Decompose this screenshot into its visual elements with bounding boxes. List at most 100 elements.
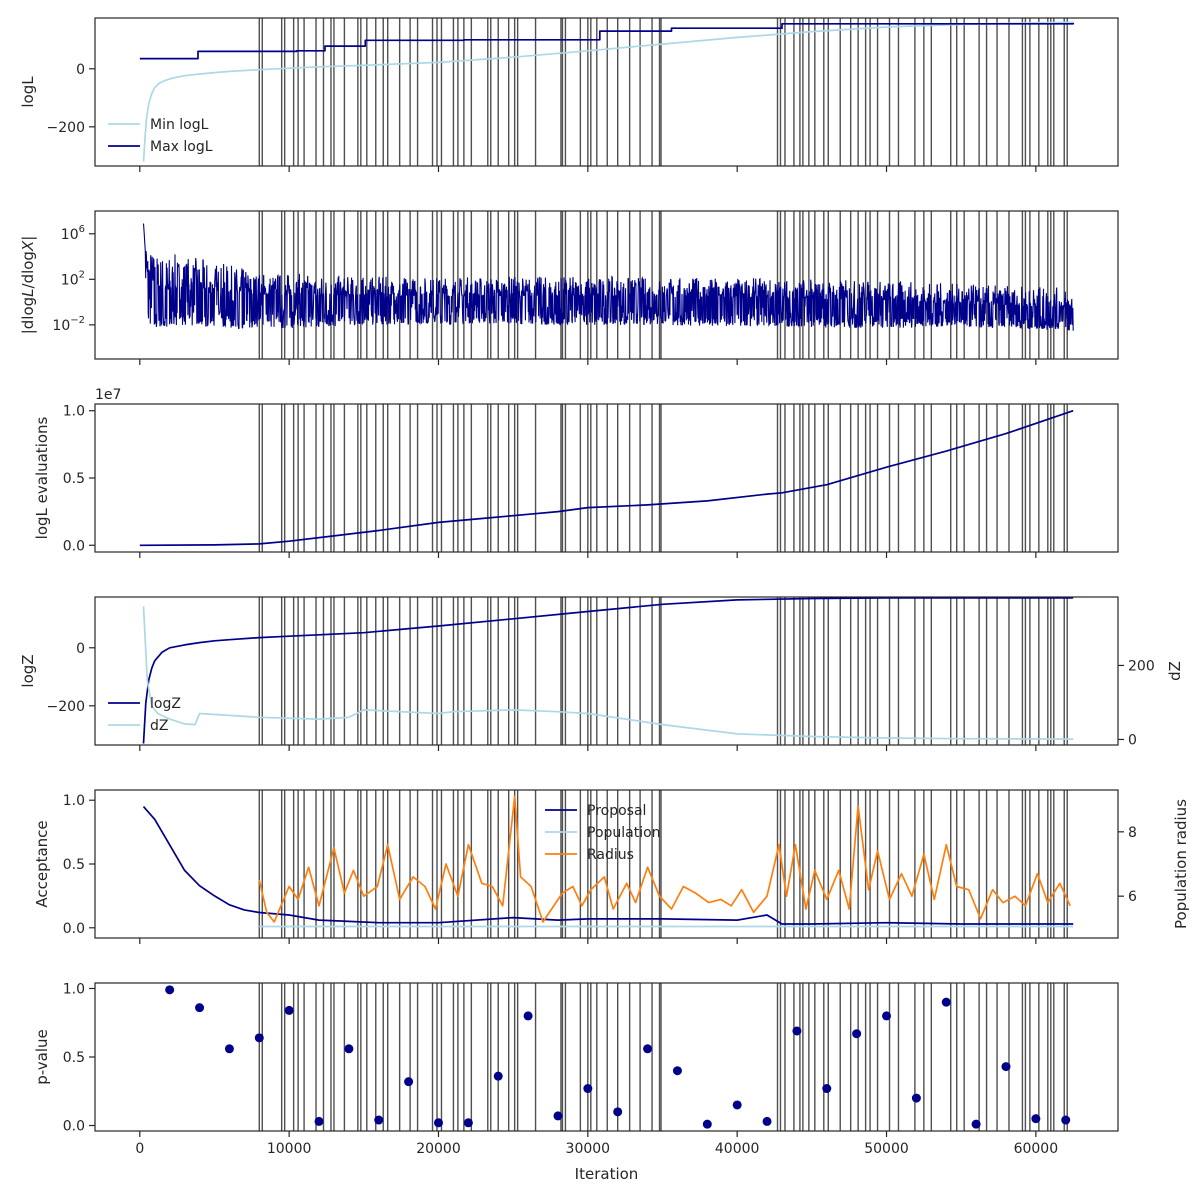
plot-area (142, 211, 1074, 359)
x-ticks (139, 166, 1037, 172)
data-point (882, 1011, 892, 1021)
data-point (822, 1084, 832, 1094)
legend: Min logL Max logL (108, 117, 213, 155)
x-tick-label: 20000 (416, 1141, 461, 1157)
legend-label: logZ (150, 696, 181, 712)
x-tick-label: 10000 (267, 1141, 312, 1157)
insertion-lines (258, 983, 1068, 1131)
data-point (433, 1118, 443, 1128)
data-point (1061, 1115, 1071, 1125)
plot-area (139, 18, 1075, 166)
data-point (314, 1116, 324, 1126)
x-ticks (139, 938, 1037, 944)
data-point (613, 1107, 623, 1117)
x-tick-label: 30000 (566, 1141, 611, 1157)
axes-frame (94, 17, 1119, 167)
y-tick-label: 0.5 (63, 857, 85, 873)
data-point (344, 1044, 354, 1054)
data-point (672, 1066, 682, 1076)
x-ticks (139, 359, 1037, 365)
legend: logZ dZ (108, 696, 181, 734)
series-dz (142, 606, 1074, 740)
x-tick-label: 50000 (864, 1141, 909, 1157)
data-point (493, 1071, 503, 1081)
y-axis-label: |dlogL/dlogX| (19, 236, 37, 335)
data-point (583, 1084, 593, 1094)
y-tick-label: 0.5 (63, 471, 85, 487)
y-tick-label: 106 (61, 224, 85, 243)
y-tick-label: −200 (47, 699, 85, 715)
data-point (1031, 1114, 1041, 1124)
y-ticks: −200 0 (47, 641, 95, 715)
insertion-lines (258, 404, 1068, 552)
y-ticks: 0.0 0.5 1.0 (63, 981, 95, 1135)
data-point (1001, 1062, 1011, 1072)
series-min-logl (142, 21, 1074, 162)
y-tick-label: 0.0 (63, 538, 85, 554)
x-tick-label: 60000 (1014, 1141, 1059, 1157)
plot-area (142, 790, 1074, 938)
data-point (404, 1077, 414, 1087)
y-tick-label: 0.0 (63, 1119, 85, 1135)
y-tick-label: 1.0 (63, 793, 85, 809)
y-axis-label-right: dZ (1166, 661, 1184, 681)
data-point (374, 1115, 384, 1125)
y-tick-label-right: 200 (1128, 658, 1155, 674)
y-ticks-right: 0 200 (1118, 658, 1155, 748)
axes-frame (94, 210, 1119, 360)
x-axis-label: Iteration (575, 1165, 639, 1183)
data-point (911, 1093, 921, 1103)
y-axis-label: p-value (33, 1029, 51, 1085)
y-tick-label: 0.0 (63, 921, 85, 937)
y-ticks: −200 0 (47, 62, 95, 136)
data-point (852, 1029, 862, 1039)
y-axis-label-right: Population radius (1172, 799, 1190, 929)
data-point (165, 985, 175, 995)
series-logz (142, 597, 1074, 744)
data-point (224, 1044, 234, 1054)
insertion-lines (258, 597, 1068, 745)
x-tick-label: 0 (135, 1141, 144, 1157)
data-point (284, 1005, 294, 1015)
data-point (553, 1111, 563, 1121)
y-tick-label: 10−2 (52, 315, 85, 334)
x-ticks (139, 745, 1037, 751)
y-ticks: 0.0 0.5 1.0 (63, 404, 95, 554)
insertion-lines (258, 790, 1068, 938)
x-ticks: 0 10000 20000 30000 40000 50000 60000 (135, 1131, 1058, 1157)
y-ticks-right: 68 (1118, 825, 1137, 905)
plot-area (142, 597, 1074, 745)
y-axis-label: logZ (19, 654, 37, 687)
y-axis-label: Acceptance (33, 820, 51, 907)
y-tick-label-right: 0 (1128, 732, 1137, 748)
x-tick-label: 40000 (715, 1141, 760, 1157)
y-tick-label: 1.0 (63, 981, 85, 997)
legend: Proposal Population Radius (545, 803, 661, 863)
plot-area (165, 983, 1071, 1131)
legend-label: Max logL (150, 139, 213, 155)
y-tick-label: 0 (76, 641, 85, 657)
y-tick-label: 0.5 (63, 1050, 85, 1066)
legend-label: Proposal (587, 803, 646, 819)
data-point (792, 1026, 802, 1036)
series-logl-evaluations (139, 409, 1074, 547)
data-point (643, 1044, 653, 1054)
series-p-value (165, 985, 1071, 1129)
y-tick-label-right: 8 (1128, 825, 1137, 841)
panel-dlogl: 10−2 102 106 |dlogL/dlogX| (19, 210, 1119, 365)
series-proposal (142, 806, 1074, 925)
y-axis-label: logL (19, 76, 37, 108)
axes-frame (94, 596, 1119, 746)
data-point (195, 1003, 205, 1013)
y-tick-label-right: 6 (1128, 889, 1137, 905)
y-tick-label: 1.0 (63, 404, 85, 420)
legend-label: Min logL (150, 117, 209, 133)
y-ticks: 0.0 0.5 1.0 (63, 793, 95, 937)
series-max-logl (139, 22, 1075, 60)
series-radius (258, 795, 1071, 923)
panel-evals: 0.0 0.5 1.0 logL evaluations 1e7 (33, 387, 1119, 558)
panel-pvalue: 0 10000 20000 30000 40000 50000 60000 0.0 0.5 1.0… (33, 981, 1119, 1157)
data-point (523, 1011, 533, 1021)
